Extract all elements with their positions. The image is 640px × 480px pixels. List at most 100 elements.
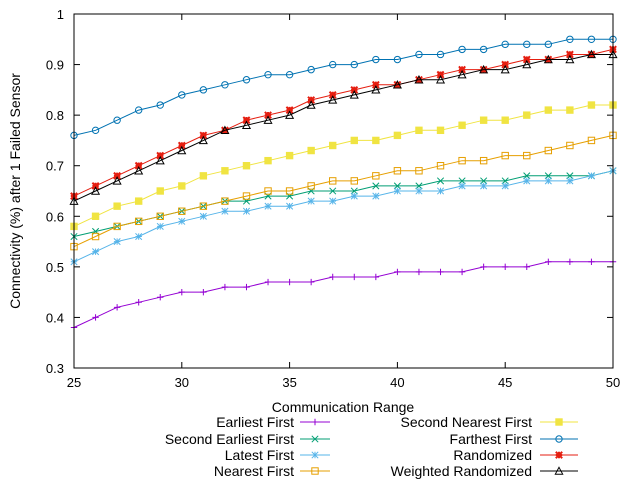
data-point <box>416 188 422 194</box>
legend-label: Earliest First <box>216 414 294 430</box>
data-point <box>351 274 357 280</box>
legend-entry: Second Nearest First <box>401 414 579 430</box>
data-point <box>459 183 465 189</box>
legend-entry: Latest First <box>225 447 330 463</box>
legend-swatch-marker <box>556 452 562 458</box>
x-tick-label: 45 <box>498 375 512 390</box>
data-point <box>243 284 249 290</box>
data-point <box>265 203 271 209</box>
legend-label: Second Earliest First <box>165 431 294 447</box>
data-point <box>394 269 400 275</box>
legend-entry: Randomized <box>453 447 578 463</box>
x-tick-label: 35 <box>282 375 296 390</box>
data-point <box>416 127 422 133</box>
legend-entry: Farthest First <box>450 431 578 447</box>
data-point <box>265 279 271 285</box>
data-point <box>351 193 357 199</box>
data-point <box>243 208 249 214</box>
series-line <box>74 55 613 202</box>
data-point <box>502 264 508 270</box>
data-point <box>330 274 336 280</box>
data-point <box>373 274 379 280</box>
data-point <box>394 188 400 194</box>
y-tick-label: 0.5 <box>46 260 64 275</box>
data-point <box>480 264 486 270</box>
data-point <box>567 107 573 113</box>
data-point <box>179 218 185 224</box>
legend-label: Weighted Randomized <box>391 463 532 479</box>
legend-label: Nearest First <box>214 463 294 479</box>
data-point <box>480 183 486 189</box>
y-tick-label: 1 <box>57 7 64 22</box>
y-tick-label: 0.7 <box>46 159 64 174</box>
data-point <box>330 142 336 148</box>
legend-swatch-marker <box>556 419 562 425</box>
series-second-nearest-first <box>71 102 616 230</box>
data-point <box>222 208 228 214</box>
data-point <box>286 279 292 285</box>
data-point <box>243 163 249 169</box>
data-point <box>545 107 551 113</box>
data-point <box>114 203 120 209</box>
data-point <box>222 284 228 290</box>
data-point <box>437 127 443 133</box>
data-point <box>179 289 185 295</box>
legend-label: Farthest First <box>450 431 533 447</box>
data-point <box>373 137 379 143</box>
data-point <box>286 203 292 209</box>
x-axis-label: Communication Range <box>272 399 415 415</box>
series-farthest-first <box>71 36 616 138</box>
data-point <box>135 299 141 305</box>
legend-swatch-marker <box>312 452 318 458</box>
legend-entry: Second Earliest First <box>165 431 330 447</box>
y-tick-label: 0.9 <box>46 58 64 73</box>
legend-label: Randomized <box>453 447 532 463</box>
data-point <box>394 132 400 138</box>
series-line <box>74 171 613 262</box>
y-tick-label: 0.4 <box>46 310 64 325</box>
data-point <box>567 178 573 184</box>
data-point <box>114 304 120 310</box>
data-point <box>416 269 422 275</box>
data-point <box>135 233 141 239</box>
y-axis-label: Connectivity (%) after 1 Failed Sensor <box>7 73 23 309</box>
data-point <box>567 259 573 265</box>
legend-entry: Weighted Randomized <box>391 463 578 479</box>
data-point <box>308 279 314 285</box>
x-tick-label: 50 <box>606 375 620 390</box>
data-point <box>200 213 206 219</box>
data-point <box>524 178 530 184</box>
data-point <box>524 264 530 270</box>
data-point <box>200 173 206 179</box>
data-point <box>92 248 98 254</box>
data-point <box>179 183 185 189</box>
x-tick-label: 40 <box>390 375 404 390</box>
x-tick-label: 25 <box>67 375 81 390</box>
data-point <box>330 198 336 204</box>
series-latest-first <box>71 168 616 265</box>
data-point <box>157 188 163 194</box>
legend: Earliest FirstSecond Earliest FirstLates… <box>165 414 578 479</box>
data-point <box>351 137 357 143</box>
data-point <box>437 188 443 194</box>
data-point <box>588 102 594 108</box>
series-line <box>74 39 613 135</box>
data-point <box>157 223 163 229</box>
x-axis: 25 30 35 40 45 50 <box>67 14 620 390</box>
legend-entry: Earliest First <box>216 414 330 430</box>
series-line <box>74 105 613 226</box>
legend-label: Latest First <box>225 447 294 463</box>
data-point <box>502 183 508 189</box>
legend-label: Second Nearest First <box>401 414 533 430</box>
legend-swatch-marker <box>312 419 318 425</box>
data-point <box>545 178 551 184</box>
data-point <box>588 259 594 265</box>
series-second-earliest-first <box>71 168 616 240</box>
data-point <box>135 198 141 204</box>
data-point <box>459 269 465 275</box>
data-point <box>480 117 486 123</box>
data-point <box>92 314 98 320</box>
data-point <box>502 117 508 123</box>
series-earliest-first <box>71 259 616 331</box>
